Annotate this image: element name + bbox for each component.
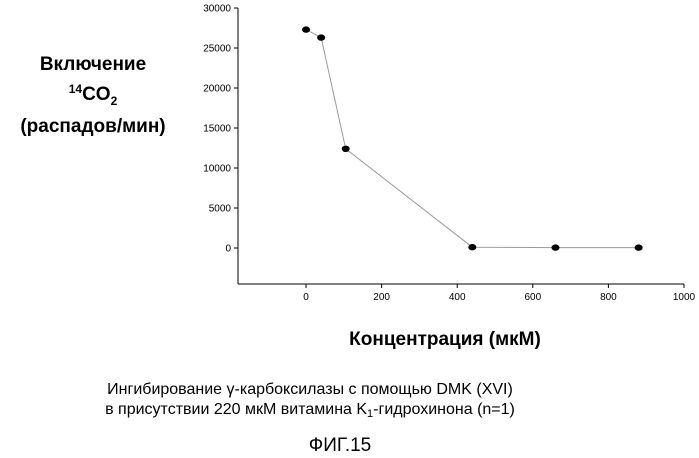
- data-point: [551, 244, 559, 250]
- figure-label: ФИГ.15: [270, 435, 410, 457]
- y-tick-label: 10000: [203, 164, 231, 175]
- y-tick-label: 20000: [203, 84, 231, 95]
- chart-series: [302, 26, 643, 250]
- x-tick-label: 600: [524, 292, 541, 303]
- data-point: [635, 244, 643, 250]
- data-point: [342, 146, 350, 152]
- x-tick-label: 200: [373, 292, 390, 303]
- y-tick-label: 5000: [209, 204, 232, 215]
- y-tick-label: 30000: [203, 4, 231, 15]
- x-tick-label: 0: [303, 292, 309, 303]
- x-tick-label: 800: [600, 292, 617, 303]
- x-tick-label: 1000: [673, 292, 696, 303]
- data-point: [468, 244, 476, 250]
- caption-line2-pre: в присутствии 220 мкМ витамина K: [105, 401, 367, 418]
- caption-line2: в присутствии 220 мкМ витамина K1-гидрох…: [70, 400, 550, 424]
- caption-line1: Ингибирование γ-карбоксилазы с помощью D…: [70, 380, 550, 400]
- data-point: [302, 26, 310, 32]
- x-tick-label: 400: [449, 292, 466, 303]
- figure-caption: Ингибирование γ-карбоксилазы с помощью D…: [70, 380, 550, 424]
- y-tick-label: 25000: [203, 44, 231, 55]
- chart-axes: 0 5000 10000 15000 20000 25000 30000 0 200 400 600…: [203, 4, 695, 304]
- y-tick-label: 0: [225, 244, 231, 255]
- data-point: [317, 34, 325, 40]
- x-axis-label: Концентрация (мкМ): [300, 329, 590, 351]
- caption-line2-post: -гидрохинона (n=1): [373, 401, 515, 418]
- y-tick-label: 15000: [203, 124, 231, 135]
- series-line: [306, 30, 639, 248]
